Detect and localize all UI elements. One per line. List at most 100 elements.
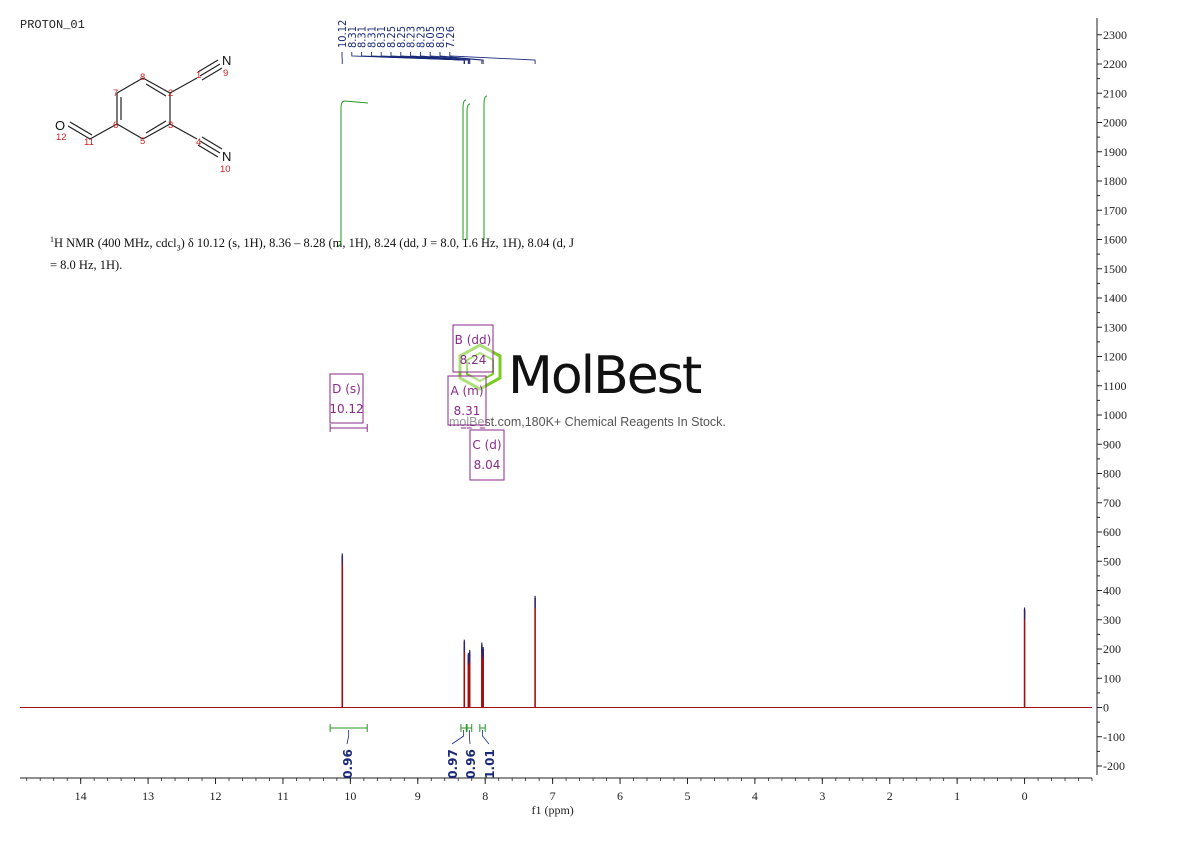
y-tick-label: 100 — [1103, 671, 1121, 685]
atom-number-9: 9 — [223, 68, 228, 79]
x-tick-label: 1 — [954, 789, 960, 803]
x-tick-label: 2 — [887, 789, 893, 803]
y-tick-label: -100 — [1103, 730, 1125, 744]
peak-label: 8.23 — [414, 26, 427, 48]
watermark-logo-icon — [458, 343, 502, 391]
atom-number-6: 6 — [113, 120, 118, 131]
y-tick-label: -200 — [1103, 759, 1125, 773]
molecule-structure — [67, 59, 223, 158]
peak-label: 8.25 — [385, 26, 398, 48]
atom-number-5: 5 — [140, 136, 145, 147]
y-tick-label: 0 — [1103, 701, 1109, 715]
integral-connector — [482, 730, 490, 745]
multiplet-label: C (d) — [472, 438, 501, 452]
y-tick-label: 1100 — [1103, 379, 1127, 393]
y-tick-label: 1800 — [1103, 174, 1127, 188]
peak-label: 8.31 — [346, 26, 359, 48]
y-tick-label: 500 — [1103, 554, 1121, 568]
multiplet-label: A (m) — [450, 384, 483, 398]
integral-curve — [337, 100, 369, 247]
x-tick-label: 4 — [752, 789, 758, 803]
integral-value: 0.97 — [446, 749, 460, 779]
y-tick-label: 800 — [1103, 467, 1121, 481]
x-tick-label: 9 — [415, 789, 421, 803]
peak-label: 8.31 — [375, 26, 388, 48]
multiplet-shift: 10.12 — [329, 402, 363, 416]
x-tick-label: 14 — [75, 789, 87, 803]
y-tick-label: 1400 — [1103, 291, 1127, 305]
y-tick-label: 1600 — [1103, 233, 1127, 247]
peak-label: 8.03 — [434, 26, 447, 48]
x-tick-label: 3 — [819, 789, 825, 803]
y-tick-label: 1700 — [1103, 203, 1127, 217]
nmr-line2: = 8.0 Hz, 1H). — [50, 257, 123, 272]
y-tick-label: 1500 — [1103, 262, 1127, 276]
multiplet-box — [469, 429, 505, 481]
nmr-superscript: 1 — [50, 235, 54, 244]
atom-oxygen: O — [55, 118, 65, 133]
y-tick-label: 1200 — [1103, 350, 1127, 364]
y-tick-label: 1300 — [1103, 320, 1127, 334]
integral-connector — [346, 730, 350, 745]
multiplet-shift: 8.31 — [454, 404, 481, 418]
atom-nitrogen-10: N — [222, 149, 231, 164]
watermark: MolBest molBest.com,180K+ Chemical Reage… — [449, 343, 726, 429]
atom-number-11: 11 — [84, 137, 94, 148]
atom-number-4: 4 — [196, 137, 201, 148]
plot-layer: 2300220021002000190018001700160015001400… — [20, 18, 1127, 817]
peak-label-connector — [449, 52, 536, 64]
y-tick-label: 2300 — [1103, 28, 1127, 42]
peak-label-connector — [439, 52, 484, 64]
peak-label: 7.26 — [444, 26, 457, 48]
multiplet-box — [329, 373, 364, 424]
x-tick-label: 8 — [482, 789, 488, 803]
watermark-tagline: molBest.com,180K+ Chemical Reagents In S… — [449, 415, 726, 429]
peak-label: 8.31 — [365, 26, 378, 48]
y-tick-label: 700 — [1103, 496, 1121, 510]
peak-label-connector — [429, 52, 483, 64]
atom-number-7: 7 — [113, 88, 118, 99]
y-tick-label: 2200 — [1103, 57, 1127, 71]
x-tick-label: 11 — [277, 789, 289, 803]
watermark-name: MolBest — [508, 346, 702, 406]
y-tick-label: 2000 — [1103, 116, 1127, 130]
nmr-description: 1H NMR (400 MHz, cdcl3) δ 10.12 (s, 1H),… — [50, 231, 610, 274]
x-tick-label: 10 — [344, 789, 356, 803]
spectrum-title: PROTON_01 — [20, 18, 85, 32]
x-tick-label: 6 — [617, 789, 623, 803]
multiplet-box — [447, 375, 487, 426]
peak-label: 8.25 — [395, 26, 408, 48]
integral-curve — [462, 99, 467, 240]
multiplet-label: D (s) — [332, 382, 361, 396]
x-tick-label: 5 — [684, 789, 690, 803]
x-tick-label: 13 — [142, 789, 154, 803]
peak-label: 8.31 — [356, 26, 369, 48]
atom-number-1: 1 — [196, 70, 201, 81]
y-tick-label: 1000 — [1103, 408, 1127, 422]
x-tick-label: 12 — [210, 789, 222, 803]
multiplet-label: B (dd) — [455, 333, 492, 347]
integral-curve — [466, 103, 471, 240]
integral-value: 0.96 — [464, 749, 478, 779]
y-tick-label: 900 — [1103, 437, 1121, 451]
peak-label-connector — [419, 52, 471, 64]
peak-label: 10.12 — [336, 20, 349, 48]
integral-value: 0.96 — [341, 749, 355, 779]
x-tick-label: 7 — [550, 789, 556, 803]
integral-value: 1.01 — [483, 749, 497, 779]
x-axis-label: f1 (ppm) — [531, 803, 573, 817]
atom-number-3: 3 — [168, 120, 173, 131]
atom-nitrogen-9: N — [222, 53, 231, 68]
atom-number-2: 2 — [168, 88, 173, 99]
y-tick-label: 200 — [1103, 642, 1121, 656]
atom-number-10: 10 — [220, 164, 231, 175]
nmr-line1: H NMR (400 MHz, cdcl — [54, 236, 177, 251]
nmr-subscript: 3 — [176, 243, 181, 253]
atom-number-8: 8 — [140, 72, 145, 83]
integral-connector — [468, 730, 471, 745]
peak-label: 8.23 — [405, 26, 418, 48]
y-tick-label: 2100 — [1103, 86, 1127, 100]
peak-label: 8.05 — [424, 26, 437, 48]
integral-curve — [483, 95, 488, 240]
